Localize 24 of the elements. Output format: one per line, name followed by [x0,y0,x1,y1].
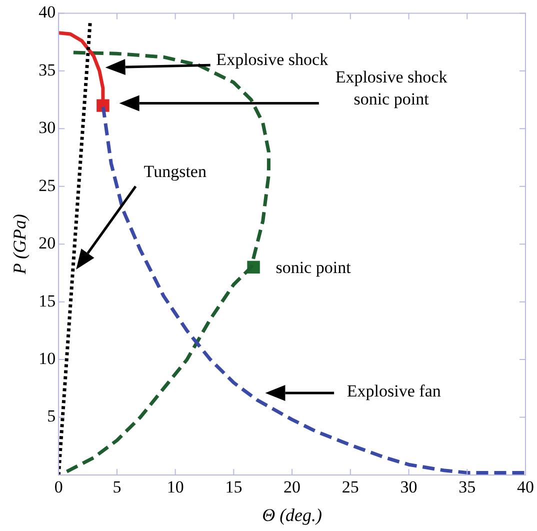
x-tick-label: 35 [458,478,476,497]
y-tick-label: 25 [38,176,56,195]
annotation: Explosive fan [346,381,442,400]
y-tick-label: 30 [38,118,56,138]
annotation: Explosive shock sonic point [335,67,448,108]
y-axis-title: P (GPa) [10,214,30,276]
x-tick-label: 0 [54,478,63,497]
annotation: Tungsten [144,162,207,181]
x-tick-label: 30 [400,478,418,497]
annotation: sonic point [276,258,352,277]
y-tick-label: 5 [47,406,56,426]
y-tick-label: 40 [38,2,56,22]
x-tick-label: 20 [284,478,301,497]
annotation: Explosive shock [216,50,329,70]
x-tick-label: 10 [166,478,184,497]
y-tick-label: 20 [38,234,56,253]
y-tick-label: 15 [38,291,56,310]
x-tick-label: 15 [225,478,242,497]
y-tick-label: 10 [38,349,56,368]
x-tick-label: 40 [517,478,534,497]
x-tick-label: 25 [342,478,359,497]
x-axis-title: Θ (deg.) [262,504,322,525]
y-tick-label: 35 [38,60,56,80]
x-tick-label: 5 [112,478,122,497]
